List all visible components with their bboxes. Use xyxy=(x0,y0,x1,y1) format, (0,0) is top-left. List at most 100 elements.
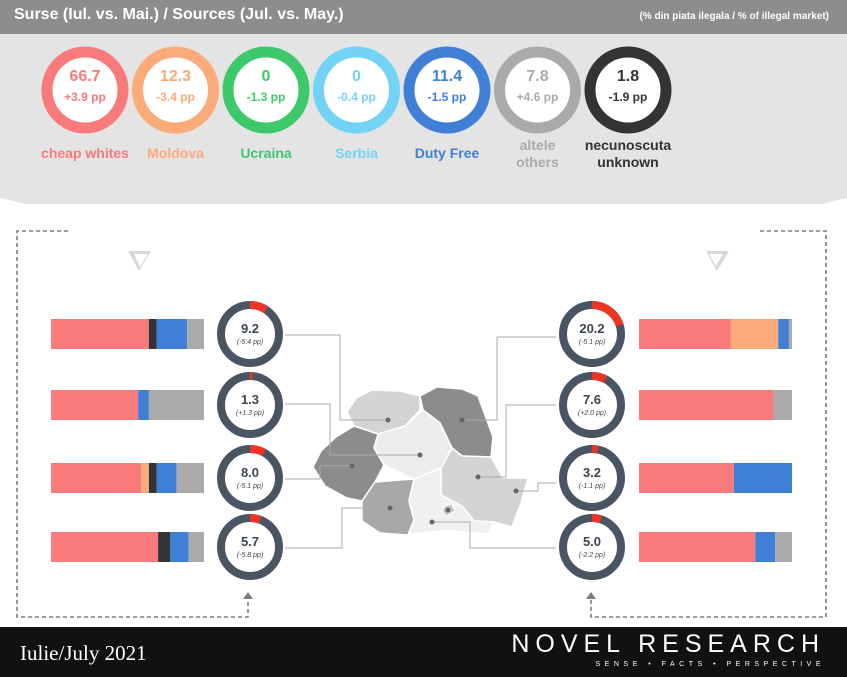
bar-segment xyxy=(156,319,188,349)
source-change: -0.4 pp xyxy=(337,90,376,104)
brand-tagline: SENSE • FACTS • PERSPECTIVE xyxy=(595,661,825,668)
source-value: 0 xyxy=(261,68,271,85)
page-title: Surse (Iul. vs. Mai.) / Sources (Jul. vs… xyxy=(14,6,344,23)
map-dot xyxy=(417,452,423,458)
source-label: cheap whites xyxy=(41,145,129,161)
arrow-up-right-icon xyxy=(586,592,596,599)
region-change: (-1.1 pp) xyxy=(578,483,606,490)
dashed-frame-right xyxy=(590,230,827,618)
brand-logo-text: NOVEL RESEARCH xyxy=(511,630,825,658)
bar-segment xyxy=(778,319,789,349)
region-share-arc xyxy=(559,445,625,511)
map-dot xyxy=(349,463,355,469)
source-label: Moldova xyxy=(147,145,204,161)
bar-segment xyxy=(188,532,204,562)
bar-segment xyxy=(51,390,139,420)
bar-segment xyxy=(187,319,204,349)
region-share-arc xyxy=(559,514,625,580)
region-value: 20.2 xyxy=(579,321,605,336)
source-value: 7.8 xyxy=(526,68,549,85)
source-ring xyxy=(403,46,491,134)
source-ring xyxy=(41,46,129,134)
bar-segment xyxy=(775,532,792,562)
bar-segment xyxy=(51,532,159,562)
region-value: 1.3 xyxy=(240,392,260,407)
source-change: -1.5 pp xyxy=(427,90,467,104)
bar-segment xyxy=(788,319,792,349)
region-change: (+1.3 pp) xyxy=(235,410,265,417)
bar-segment xyxy=(148,463,157,493)
region-change: (+2.0 pp) xyxy=(577,410,607,417)
source-value: 0 xyxy=(352,68,361,85)
region-value: 3.2 xyxy=(582,465,602,480)
region-change: (-5.1 pp) xyxy=(578,339,606,346)
region-share-arc xyxy=(559,301,625,367)
connector-line xyxy=(516,482,556,492)
report-date: Iulie/July 2021 xyxy=(20,641,147,665)
source-label: altele xyxy=(519,137,556,153)
unit-note: (% din piata ilegala / % of illegal mark… xyxy=(639,11,830,22)
region-donuts xyxy=(217,301,625,580)
source-ring xyxy=(222,46,310,134)
map-dot xyxy=(513,488,519,494)
source-change: -1.9 pp xyxy=(608,90,648,104)
source-ring xyxy=(132,46,219,134)
region-value: 5.7 xyxy=(240,534,260,549)
connector-line xyxy=(285,507,390,549)
source-change: -3.4 pp xyxy=(156,90,195,104)
source-value: 66.7 xyxy=(69,68,101,85)
region-change: (-2.2 pp) xyxy=(578,552,606,559)
bar-segment xyxy=(51,319,149,349)
region-value: 8.0 xyxy=(240,465,260,480)
source-ring xyxy=(313,46,400,134)
source-label-en: unknown xyxy=(597,154,659,170)
map-dot xyxy=(387,505,393,511)
source-value: 1.8 xyxy=(616,68,640,85)
bar-segment xyxy=(639,463,734,493)
bar-segment xyxy=(141,463,149,493)
source-ring xyxy=(584,46,672,134)
map-dot xyxy=(475,474,481,480)
connector-line xyxy=(478,404,556,478)
bar-segment xyxy=(148,319,157,349)
map-region-sud xyxy=(406,466,496,536)
source-change: -1.3 pp xyxy=(246,90,286,104)
bar-segment xyxy=(156,463,177,493)
bar-segment xyxy=(170,532,189,562)
bar-segment xyxy=(639,532,756,562)
romania-map xyxy=(312,386,529,536)
region-value: 9.2 xyxy=(240,321,260,336)
source-label: necunoscuta xyxy=(584,137,672,153)
source-label-en: others xyxy=(516,154,559,170)
bar-segment xyxy=(773,390,792,420)
source-value: 11.4 xyxy=(431,68,463,85)
map-region-nord-vest xyxy=(346,389,421,435)
bar-segment xyxy=(733,463,792,493)
connector-line xyxy=(462,336,556,421)
bar-segment xyxy=(730,319,779,349)
region-change: (-5.1 pp) xyxy=(236,483,264,490)
bar-segment xyxy=(176,463,204,493)
region-change: (-5.4 pp) xyxy=(236,339,264,346)
map-dot xyxy=(385,417,391,423)
dashed-frame-left xyxy=(16,230,249,618)
region-share-arc xyxy=(217,514,283,580)
footer-band xyxy=(0,627,847,677)
connector-line xyxy=(285,403,420,456)
connector-line xyxy=(285,334,388,421)
source-value: 12.3 xyxy=(159,68,192,85)
region-bars xyxy=(51,319,792,562)
region-share-arc xyxy=(559,372,625,438)
region-value: 5.0 xyxy=(582,534,602,549)
bar-segment xyxy=(755,532,776,562)
map-dot xyxy=(429,519,435,525)
arrow-down-left-icon-inner xyxy=(134,254,148,267)
bar-segment xyxy=(148,390,204,420)
bar-segment xyxy=(51,463,142,493)
source-label: Duty Free xyxy=(414,145,480,161)
bar-segment xyxy=(639,390,774,420)
region-value: 7.6 xyxy=(582,392,602,407)
source-label: Ucraina xyxy=(240,145,292,161)
bar-segment xyxy=(639,319,731,349)
